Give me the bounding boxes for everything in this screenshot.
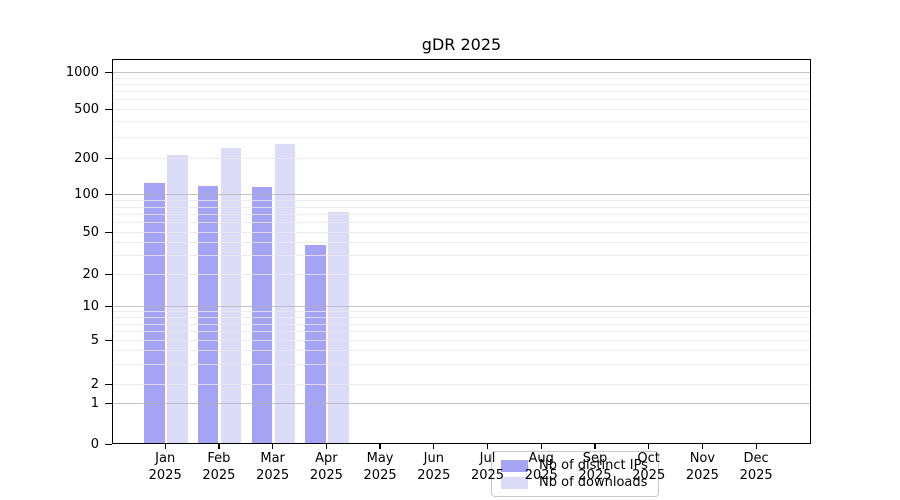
- y-tick-label-0: 0: [90, 436, 99, 452]
- legend-swatch-downloads: [501, 476, 528, 489]
- gridline-40: [113, 242, 810, 244]
- legend-label-downloads: Nb of downloads: [539, 475, 648, 490]
- x-tick-label-aug: Aug 2025: [524, 451, 558, 483]
- x-tick-label-jun: Jun 2025: [417, 451, 451, 483]
- x-tick-mark-sep: [594, 444, 596, 449]
- x-tick-label-oct: Oct 2025: [632, 451, 666, 483]
- legend-row-downloads: Nb of downloads: [501, 475, 649, 490]
- legend-label-distinct-ips: Nb of distinct IPs: [539, 458, 648, 473]
- gridline-1000: [113, 72, 810, 73]
- gridline-3: [113, 364, 810, 366]
- bar-distinct-ips-jan: [144, 182, 165, 443]
- gridline-5: [113, 339, 810, 341]
- y-tick-mark-1000: [105, 71, 112, 73]
- x-tick-mark-jan: [164, 444, 166, 449]
- bar-distinct-ips-feb: [197, 185, 219, 443]
- gridline-30: [113, 255, 810, 257]
- gridline-500: [113, 109, 810, 110]
- y-tick-mark-20: [105, 273, 112, 275]
- gridline-7: [113, 323, 810, 325]
- x-tick-mark-mar: [272, 444, 274, 449]
- x-tick-mark-aug: [540, 444, 542, 449]
- y-tick-label-5: 5: [90, 332, 99, 348]
- gridline-60: [113, 222, 810, 224]
- y-tick-mark-50: [105, 231, 112, 233]
- gridline-1: [113, 403, 810, 405]
- y-tick-label-50: 50: [82, 224, 99, 240]
- bar-downloads-feb: [220, 148, 242, 443]
- x-tick-label-nov: Nov 2025: [685, 451, 719, 483]
- y-tick-label-100: 100: [74, 187, 99, 203]
- y-tick-label-1: 1: [90, 396, 99, 411]
- legend-row-distinct-ips: Nb of distinct IPs: [501, 458, 649, 473]
- bar-distinct-ips-mar: [251, 186, 273, 443]
- gridline-10: [113, 306, 810, 308]
- gridline-100: [113, 194, 810, 196]
- gridline-80: [113, 206, 810, 208]
- x-tick-label-may: May 2025: [363, 451, 397, 483]
- y-tick-mark-5: [105, 339, 112, 341]
- gridline-2: [113, 383, 810, 385]
- x-tick-label-jan: Jan 2025: [148, 451, 182, 483]
- gridline-4: [113, 350, 810, 352]
- gridlines-layer: [113, 60, 810, 443]
- x-tick-mark-oct: [648, 444, 650, 449]
- x-tick-mark-nov: [701, 444, 703, 449]
- gridline-90: [113, 200, 810, 202]
- x-tick-label-jul: Jul 2025: [470, 451, 505, 483]
- bar-distinct-ips-apr: [305, 244, 326, 443]
- x-tick-label-sep: Sep 2025: [578, 451, 612, 483]
- x-tick-label-apr: Apr 2025: [309, 451, 343, 483]
- x-tick-mark-jul: [486, 444, 489, 449]
- x-tick-mark-dec: [755, 444, 757, 449]
- y-tick-mark-10: [105, 306, 112, 308]
- y-tick-mark-100: [105, 194, 112, 196]
- gridline-70: [113, 213, 810, 215]
- plot-area: Nb of distinct IPs Nb of downloads: [112, 59, 811, 497]
- y-tick-label-20: 20: [82, 266, 99, 282]
- bars-layer: [113, 60, 810, 443]
- bar-downloads-jan: [167, 154, 188, 443]
- gridline-8: [113, 317, 810, 319]
- y-tick-label-10: 10: [82, 299, 99, 315]
- y-tick-mark-200: [105, 158, 112, 160]
- x-tick-label-feb: Feb 2025: [202, 451, 236, 483]
- legend: Nb of distinct IPs Nb of downloads: [491, 451, 659, 497]
- gridline-600: [113, 99, 810, 101]
- y-tick-mark-500: [105, 108, 112, 110]
- y-tick-label-1000: 1000: [65, 64, 99, 80]
- y-tick-mark-2: [105, 383, 112, 385]
- gridline-6: [113, 330, 810, 332]
- gridline-50: [113, 232, 810, 233]
- bar-downloads-mar: [274, 144, 296, 443]
- gridline-200: [113, 158, 810, 160]
- x-tick-mark-jun: [433, 444, 435, 449]
- bar-downloads-apr: [328, 212, 349, 443]
- gridline-700: [113, 91, 810, 93]
- y-tick-label-2: 2: [90, 376, 99, 392]
- y-tick-mark-1: [105, 403, 112, 405]
- x-tick-label-mar: Mar 2025: [256, 451, 290, 483]
- x-tick-label-dec: Dec 2025: [739, 451, 773, 483]
- chart-title: gDR 2025: [421, 35, 502, 54]
- gridline-800: [113, 83, 810, 85]
- gridline-20: [113, 273, 810, 275]
- y-tick-label-500: 500: [74, 101, 99, 117]
- x-tick-mark-apr: [325, 444, 327, 449]
- y-tick-mark-0: [105, 443, 112, 445]
- gridline-9: [113, 311, 810, 313]
- gridline-400: [113, 121, 810, 123]
- x-tick-mark-may: [379, 444, 381, 449]
- y-tick-label-200: 200: [74, 151, 99, 167]
- gridline-300: [113, 136, 810, 138]
- x-tick-mark-feb: [218, 444, 220, 449]
- gridline-900: [113, 77, 810, 79]
- legend-swatch-distinct-ips: [501, 459, 528, 472]
